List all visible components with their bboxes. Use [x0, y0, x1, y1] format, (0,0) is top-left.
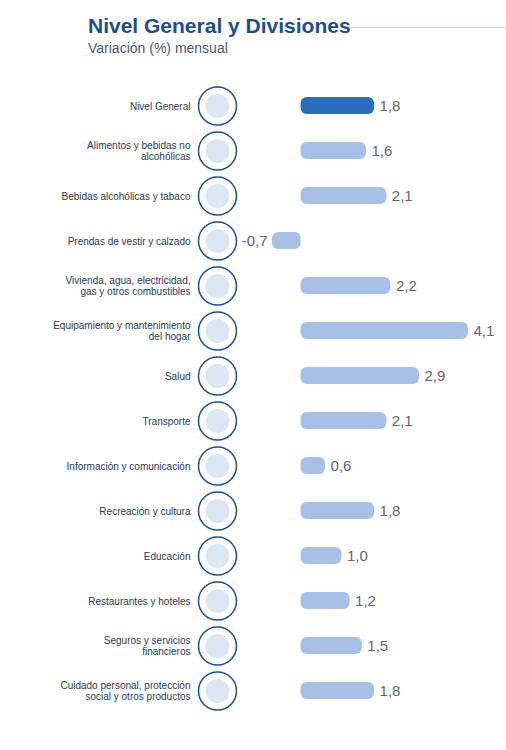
svg-text:2,1: 2,1: [392, 187, 413, 204]
svg-text:Seguros y serviciosfinancieros: Seguros y serviciosfinancieros: [104, 635, 191, 657]
svg-text:Educación: Educación: [144, 551, 191, 562]
svg-text:Nivel General: Nivel General: [130, 101, 191, 112]
svg-text:1,0: 1,0: [347, 547, 368, 564]
svg-text:2,9: 2,9: [425, 367, 446, 384]
svg-text:Bebidas alcohólicas y tabaco: Bebidas alcohólicas y tabaco: [62, 191, 191, 202]
html-text:Variación (%) mensual: Variación (%) mensual: [88, 40, 228, 56]
svg-text:Salud: Salud: [165, 371, 191, 382]
svg-text:4,1: 4,1: [474, 322, 495, 339]
svg-text:Cuidado personal, protecciónso: Cuidado personal, protecciónsocial y otr…: [60, 680, 190, 702]
svg-text:-0,7: -0,7: [242, 232, 268, 249]
svg-text:2,1: 2,1: [392, 412, 413, 429]
svg-text:Información y comunicación: Información y comunicación: [67, 461, 191, 472]
svg-text:Transporte: Transporte: [143, 416, 191, 427]
svg-text:Recreación y cultura: Recreación y cultura: [99, 506, 191, 517]
svg-text:Prendas de vestir y calzado: Prendas de vestir y calzado: [68, 236, 191, 247]
svg-text:1,6: 1,6: [371, 142, 392, 159]
svg-text:Equipamiento y mantenimientode: Equipamiento y mantenimientodel hogar: [53, 320, 191, 342]
svg-text:1,8: 1,8: [380, 502, 401, 519]
svg-text:1,2: 1,2: [355, 592, 376, 609]
svg-text:Restaurantes y hoteles: Restaurantes y hoteles: [88, 596, 190, 607]
svg-text:2,2: 2,2: [396, 277, 417, 294]
html-text:Nivel General y Divisiones: Nivel General y Divisiones: [88, 14, 351, 37]
svg-text:Vivienda, agua, electricidad,g: Vivienda, agua, electricidad,gas y otros…: [66, 275, 191, 297]
svg-text:Alimentos y bebidas noalcohóli: Alimentos y bebidas noalcohólicas: [87, 140, 191, 162]
svg-text:1,8: 1,8: [380, 97, 401, 114]
svg-text:1,5: 1,5: [367, 637, 388, 654]
svg-text:0,6: 0,6: [331, 457, 352, 474]
svg-text:1,8: 1,8: [380, 682, 401, 699]
